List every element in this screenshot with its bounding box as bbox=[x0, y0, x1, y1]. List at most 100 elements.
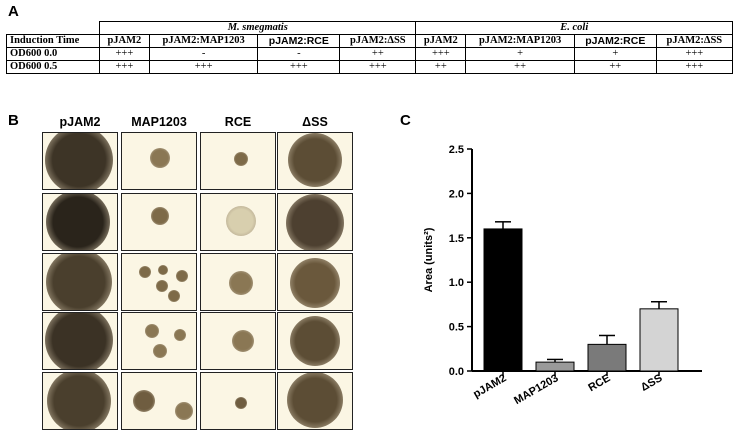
column-header: pJAM2:RCE bbox=[573, 34, 657, 48]
column-header: pJAM2 bbox=[99, 34, 150, 48]
colony-blob bbox=[156, 280, 168, 292]
grid-column-header-rce: RCE bbox=[224, 115, 252, 129]
table-cell: + bbox=[465, 47, 575, 61]
y-tick-label: 1.5 bbox=[449, 233, 464, 245]
x-tick-label: ΔSS bbox=[639, 372, 665, 394]
colony-image bbox=[200, 132, 276, 190]
colony-blob bbox=[158, 265, 168, 275]
colony-image bbox=[42, 132, 118, 190]
bar bbox=[483, 228, 523, 372]
organism-header-row: M. smegmatis E. coli bbox=[6, 21, 733, 35]
colony-blob bbox=[45, 313, 113, 369]
column-header: pJAM2:MAP1203 bbox=[148, 34, 259, 48]
colony-blob bbox=[290, 316, 340, 366]
colony-blob bbox=[133, 390, 155, 412]
colony-image bbox=[42, 253, 118, 311]
colony-blob bbox=[45, 133, 113, 189]
induction-table: M. smegmatis E. coli Induction Time pJAM… bbox=[6, 21, 734, 74]
colony-image bbox=[121, 132, 197, 190]
colony-image bbox=[200, 193, 276, 251]
colony-blob bbox=[153, 344, 167, 358]
table-cell: +++ bbox=[415, 47, 467, 61]
x-tick-label: RCE bbox=[586, 372, 612, 394]
colony-image bbox=[42, 372, 118, 430]
colony-image bbox=[200, 372, 276, 430]
column-header: pJAM2:ΔSS bbox=[339, 34, 417, 48]
colony-image bbox=[121, 193, 197, 251]
colony-image bbox=[200, 253, 276, 311]
column-header: pJAM2:ΔSS bbox=[655, 34, 734, 48]
colony-image bbox=[277, 372, 353, 430]
colony-blob bbox=[229, 271, 253, 295]
colony-image bbox=[42, 193, 118, 251]
table-cell: +++ bbox=[655, 47, 734, 61]
colony-blob bbox=[139, 266, 151, 278]
table-cell: ++ bbox=[415, 60, 467, 74]
colony-blob bbox=[176, 270, 188, 282]
table-cell: +++ bbox=[339, 60, 417, 74]
colony-blob bbox=[235, 397, 247, 409]
grid-column-header-pjam2: pJAM2 bbox=[59, 115, 101, 129]
y-axis-label: Area (units²) bbox=[423, 227, 435, 292]
colony-blob bbox=[286, 194, 344, 250]
colony-blob bbox=[288, 133, 342, 187]
colony-image bbox=[277, 193, 353, 251]
area-bar-chart: 0.0 0.5 1.0 1.5 2.0 2.5 Area (units²) pJAM2 MAP1… bbox=[423, 144, 702, 407]
column-header: pJAM2:RCE bbox=[257, 34, 341, 48]
y-tick-label: 0.0 bbox=[449, 366, 464, 378]
colony-blob bbox=[174, 329, 186, 341]
table-cell: ++ bbox=[339, 47, 417, 61]
colony-blob bbox=[290, 258, 340, 308]
organism-e-coli: E. coli bbox=[415, 21, 733, 35]
colony-blob bbox=[150, 148, 170, 168]
induction-time-header: Induction Time bbox=[6, 34, 100, 48]
y-tick-label: 2.0 bbox=[449, 188, 464, 200]
row-label: OD600 0.5 bbox=[6, 60, 100, 74]
colony-blob bbox=[151, 207, 169, 225]
row-label: OD600 0.0 bbox=[6, 47, 100, 61]
grid-column-header-dss: ΔSS bbox=[302, 115, 328, 129]
bar bbox=[535, 361, 575, 372]
table-cell: +++ bbox=[257, 60, 341, 74]
panel-b-label: B bbox=[8, 112, 19, 129]
colony-image bbox=[42, 312, 118, 370]
column-header: pJAM2 bbox=[415, 34, 467, 48]
table-row: OD600 0.0 +++ - - ++ +++ + + +++ bbox=[6, 47, 734, 61]
bar bbox=[587, 343, 627, 372]
table-cell: +++ bbox=[99, 60, 150, 74]
x-tick-label: pJAM2 bbox=[471, 372, 508, 400]
colony-blob bbox=[226, 206, 256, 236]
table-cell: +++ bbox=[148, 60, 259, 74]
table-cell: ++ bbox=[573, 60, 657, 74]
table-cell: - bbox=[148, 47, 259, 61]
organism-m-smegmatis: M. smegmatis bbox=[98, 21, 417, 35]
colony-blob bbox=[232, 330, 254, 352]
table-cell: + bbox=[573, 47, 657, 61]
colony-image bbox=[121, 312, 197, 370]
panel-a-label: A bbox=[8, 3, 19, 20]
table-cell: ++ bbox=[465, 60, 575, 74]
table-cell: - bbox=[257, 47, 341, 61]
colony-blob bbox=[234, 152, 248, 166]
table-row: OD600 0.5 +++ +++ +++ +++ ++ ++ ++ +++ bbox=[6, 60, 734, 74]
colony-blob bbox=[287, 373, 343, 428]
bar bbox=[639, 308, 679, 372]
colony-blob bbox=[175, 402, 193, 420]
y-tick-label: 1.0 bbox=[449, 277, 464, 289]
column-header: pJAM2:MAP1203 bbox=[465, 34, 575, 48]
panel-c-label: C bbox=[400, 112, 411, 129]
colony-blob bbox=[47, 373, 111, 429]
colony-blob bbox=[46, 194, 110, 250]
column-header-row: Induction Time pJAM2 pJAM2:MAP1203 pJAM2… bbox=[6, 34, 734, 48]
colony-image bbox=[277, 132, 353, 190]
colony-blob bbox=[46, 254, 112, 310]
colony-image bbox=[277, 253, 353, 311]
colony-image bbox=[121, 372, 197, 430]
colony-blob bbox=[168, 290, 180, 302]
colony-blob bbox=[145, 324, 159, 338]
table-cell: +++ bbox=[99, 47, 150, 61]
colony-image bbox=[200, 312, 276, 370]
y-tick-label: 2.5 bbox=[449, 144, 464, 156]
colony-image bbox=[277, 312, 353, 370]
table-cell: +++ bbox=[655, 60, 734, 74]
